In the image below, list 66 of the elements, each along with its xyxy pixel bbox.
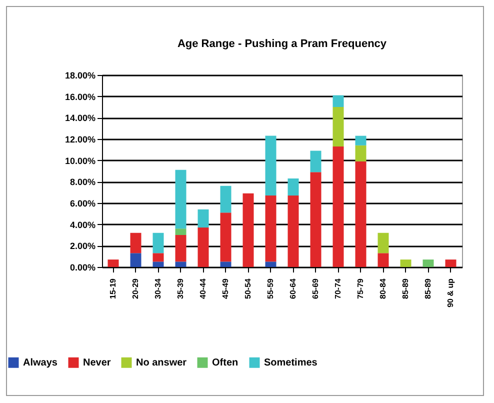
x-tick-label: 45-49 bbox=[220, 278, 230, 299]
bar bbox=[175, 170, 186, 229]
legend-label: Sometimes bbox=[264, 358, 318, 369]
bar bbox=[198, 209, 209, 228]
bar bbox=[220, 262, 232, 267]
y-tick-label: 8.00% bbox=[70, 177, 96, 188]
bar bbox=[220, 212, 232, 262]
bar bbox=[400, 260, 412, 267]
bar bbox=[355, 161, 366, 267]
y-tick-label: 18.00% bbox=[64, 70, 96, 80]
legend-label: No answer bbox=[136, 358, 187, 369]
bar bbox=[332, 146, 344, 267]
x-tick-label: 35-39 bbox=[176, 278, 185, 299]
x-tick-label: 70-74 bbox=[333, 278, 342, 299]
bar bbox=[152, 262, 164, 267]
x-tick-label: 50-54 bbox=[243, 278, 252, 299]
bar bbox=[355, 145, 366, 162]
bar bbox=[332, 95, 344, 107]
bar bbox=[242, 193, 254, 267]
y-tick-label: 6.00% bbox=[70, 198, 96, 208]
bar bbox=[130, 232, 142, 254]
bar bbox=[310, 172, 322, 267]
legend-label: Often bbox=[212, 358, 238, 369]
x-tick-label: 20-29 bbox=[130, 278, 140, 299]
x-tick-label: 90 & up bbox=[446, 278, 455, 308]
y-tick-label: 10.00% bbox=[64, 156, 96, 166]
bar bbox=[198, 228, 209, 267]
y-tick-label: 16.00% bbox=[64, 92, 96, 102]
bar bbox=[378, 253, 389, 267]
x-tick-label: 85-89 bbox=[400, 278, 410, 299]
bar bbox=[265, 262, 276, 267]
x-tick-label: 55-59 bbox=[266, 278, 275, 299]
bar bbox=[310, 150, 322, 172]
bar bbox=[175, 235, 186, 262]
x-tick-label: 65-69 bbox=[310, 278, 320, 299]
bar bbox=[108, 260, 119, 267]
legend-label: Never bbox=[83, 358, 111, 369]
bar bbox=[220, 186, 232, 213]
bar bbox=[422, 260, 434, 267]
bar bbox=[355, 136, 366, 146]
x-tick-label: 85-89 bbox=[423, 278, 432, 299]
y-tick-label: 12.00% bbox=[64, 134, 96, 144]
x-tick-label: 80-84 bbox=[378, 278, 388, 299]
bar bbox=[265, 196, 276, 262]
bar bbox=[130, 253, 142, 267]
bar bbox=[152, 232, 164, 254]
y-tick-label: 2.00% bbox=[70, 241, 96, 252]
y-tick-label: 14.00% bbox=[64, 113, 96, 124]
x-tick-label: 30-34 bbox=[153, 278, 162, 299]
x-tick-label: 60-64 bbox=[288, 278, 298, 299]
bar bbox=[445, 260, 456, 267]
bar bbox=[152, 253, 164, 262]
y-tick-label: 4.00% bbox=[70, 220, 96, 230]
bar bbox=[175, 228, 186, 235]
legend-label: Always bbox=[23, 358, 58, 369]
bar bbox=[332, 107, 344, 146]
x-tick-label: 15-19 bbox=[108, 278, 118, 299]
y-tick-label: 0.00% bbox=[70, 262, 96, 272]
bar bbox=[175, 262, 186, 267]
bar bbox=[265, 136, 276, 196]
chart-title: Age Range - Pushing a Pram Frequency bbox=[177, 38, 388, 50]
x-tick-label: 75-79 bbox=[356, 278, 365, 299]
x-tick-label: 40-44 bbox=[198, 278, 208, 299]
bar bbox=[378, 232, 389, 254]
bar bbox=[288, 178, 299, 196]
bar bbox=[288, 196, 299, 267]
